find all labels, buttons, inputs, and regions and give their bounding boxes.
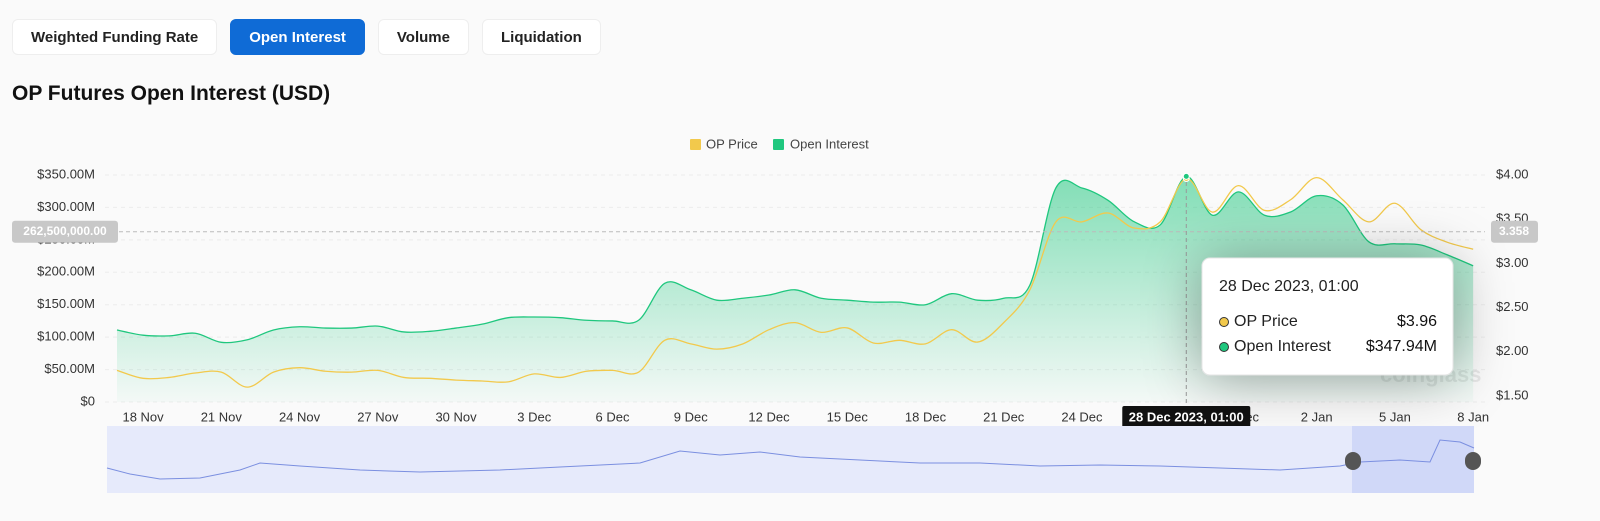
legend-label: OP Price: [706, 136, 758, 151]
x-tick-label: 3 Dec: [517, 409, 551, 424]
x-tick-label: 8 Jan: [1457, 409, 1489, 424]
x-tick-label: 5 Jan: [1379, 409, 1411, 424]
navigator-handle[interactable]: [1345, 452, 1361, 470]
line: [116, 175, 1474, 344]
x-tick-label: 18 Dec: [905, 409, 947, 424]
crosshair-y2-label: 3.358: [1499, 224, 1529, 238]
y-tick-label: $200.00M: [37, 264, 95, 279]
y-tick-label: $300.00M: [37, 199, 95, 214]
y-tick-label: $0: [81, 393, 95, 408]
x-tick-label: 9 Dec: [674, 409, 708, 424]
tab[interactable]: Volume: [377, 19, 469, 55]
navigator[interactable]: [106, 426, 1481, 493]
tab[interactable]: Liquidation: [481, 19, 601, 55]
area: [117, 176, 1474, 402]
legend-swatch: [773, 139, 784, 150]
line: [116, 177, 1474, 388]
y2-tick-label: $2.50: [1496, 299, 1529, 314]
x-tick-label: 27 Nov: [357, 409, 399, 424]
x-tick-label: 6 Dec: [596, 409, 630, 424]
x-tick-label: 24 Nov: [279, 409, 321, 424]
x-tick-label: 21 Nov: [201, 409, 243, 424]
crosshair-x-box: [1122, 406, 1251, 430]
x-tick-label: 18 Nov: [122, 409, 164, 424]
crosshair-y-box: [12, 220, 118, 243]
y-tick-label: $100.00M: [37, 329, 95, 344]
y2-tick-label: $3.00: [1496, 255, 1529, 270]
navigator-selection: [1352, 426, 1474, 493]
tooltip-name: OP Price: [1234, 313, 1298, 330]
tab-bar: Weighted Funding Rate Open Interest Volume…: [12, 19, 601, 55]
crosshair-y-label: 262,500,000.00: [23, 224, 107, 238]
tooltip-value: $347.94M: [1366, 338, 1437, 355]
tooltip-title: 28 Dec 2023, 01:00: [1219, 278, 1359, 295]
crosshair-x-label: 28 Dec 2023, 01:00: [1129, 409, 1244, 424]
y-tick-label: $50.00M: [44, 361, 95, 376]
y2-tick-label: $2.00: [1496, 343, 1529, 358]
y-tick-label: $150.00M: [37, 296, 95, 311]
x-tick-label: 15 Dec: [827, 409, 869, 424]
chart-title: OP Futures Open Interest (USD): [12, 82, 331, 105]
tooltip-value: $3.96: [1397, 313, 1437, 330]
x-tick-label: 21 Dec: [983, 409, 1025, 424]
tooltip-name: Open Interest: [1234, 338, 1332, 355]
tooltip-box: [1201, 257, 1454, 376]
x-tick-label: 30 Nov: [435, 409, 477, 424]
tooltip-dot: [1219, 342, 1229, 352]
tab[interactable]: Weighted Funding Rate: [12, 19, 218, 55]
highlight-point: [1182, 172, 1190, 180]
x-tick-label: 12 Dec: [748, 409, 790, 424]
y2-tick-label: $4.00: [1496, 166, 1529, 181]
navigator-handle[interactable]: [1465, 452, 1481, 470]
tab[interactable]: Open Interest: [230, 19, 365, 55]
legend-label: Open Interest: [790, 136, 869, 151]
x-tick-label: 24 Dec: [1061, 409, 1103, 424]
legend-swatch: [690, 139, 701, 150]
navigator-bg: [107, 426, 1474, 493]
x-tick-label: 2 Jan: [1301, 409, 1333, 424]
y2-tick-label: $1.50: [1496, 387, 1529, 402]
tooltip: 28 Dec 2023, 01:00 OP Price $3.96 Open Inte…: [1201, 257, 1454, 376]
tooltip-dot: [1219, 317, 1229, 327]
crosshair-y2-box: [1491, 220, 1538, 243]
y-tick-label: $350.00M: [37, 166, 95, 181]
